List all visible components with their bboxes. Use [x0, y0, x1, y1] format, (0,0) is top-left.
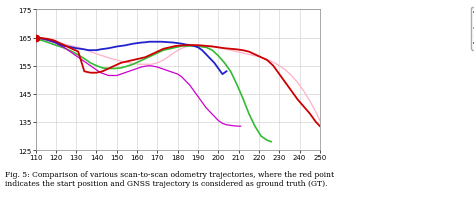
Legend: Ours, GT, GICP, ICP, NDT: Ours, GT, GICP, ICP, NDT — [471, 7, 474, 50]
Text: Fig. 5: Comparison of various scan-to-scan odometry trajectories, where the red : Fig. 5: Comparison of various scan-to-sc… — [5, 170, 334, 187]
